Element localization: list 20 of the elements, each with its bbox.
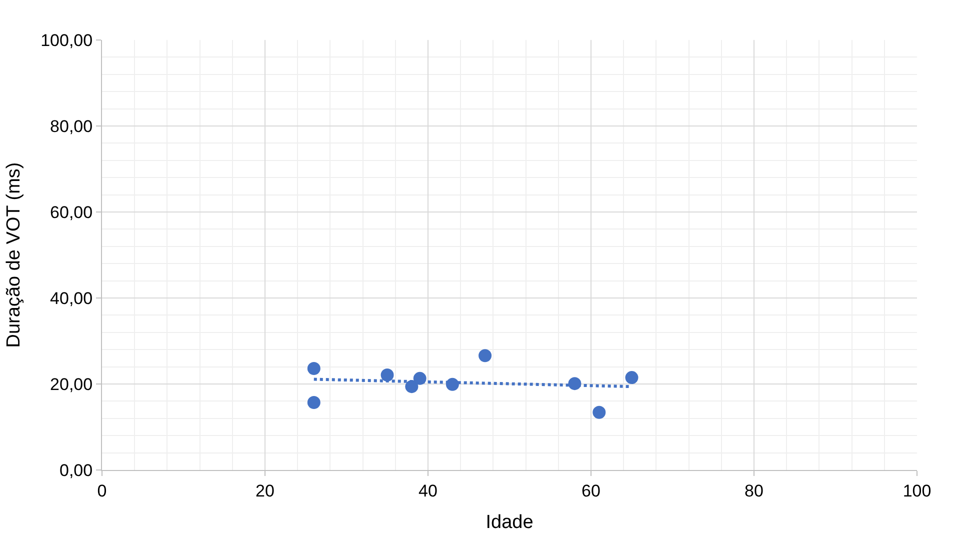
y-tick-label: 100,00 xyxy=(40,30,93,50)
x-tick-label: 20 xyxy=(256,481,274,500)
y-tick-label: 20,00 xyxy=(50,374,93,394)
y-tick-label: 40,00 xyxy=(50,288,93,308)
x-tick-label: 100 xyxy=(902,481,932,500)
y-axis-title: Duração de VOT (ms) xyxy=(3,162,24,348)
point xyxy=(478,349,492,362)
x-tick-label: 40 xyxy=(418,481,438,500)
y-tick-label: 80,00 xyxy=(50,116,93,136)
point xyxy=(625,371,638,384)
x-tick-label: 60 xyxy=(582,481,600,500)
x-axis-title: Idade xyxy=(486,512,534,534)
y-tick-label: 60,00 xyxy=(50,202,93,222)
point xyxy=(380,368,394,382)
point xyxy=(307,362,320,376)
point xyxy=(592,406,606,419)
x-tick-label: 0 xyxy=(97,481,107,500)
y-tick-label: 0,00 xyxy=(60,460,93,480)
x-tick-label: 80 xyxy=(744,481,764,500)
point xyxy=(307,396,320,409)
